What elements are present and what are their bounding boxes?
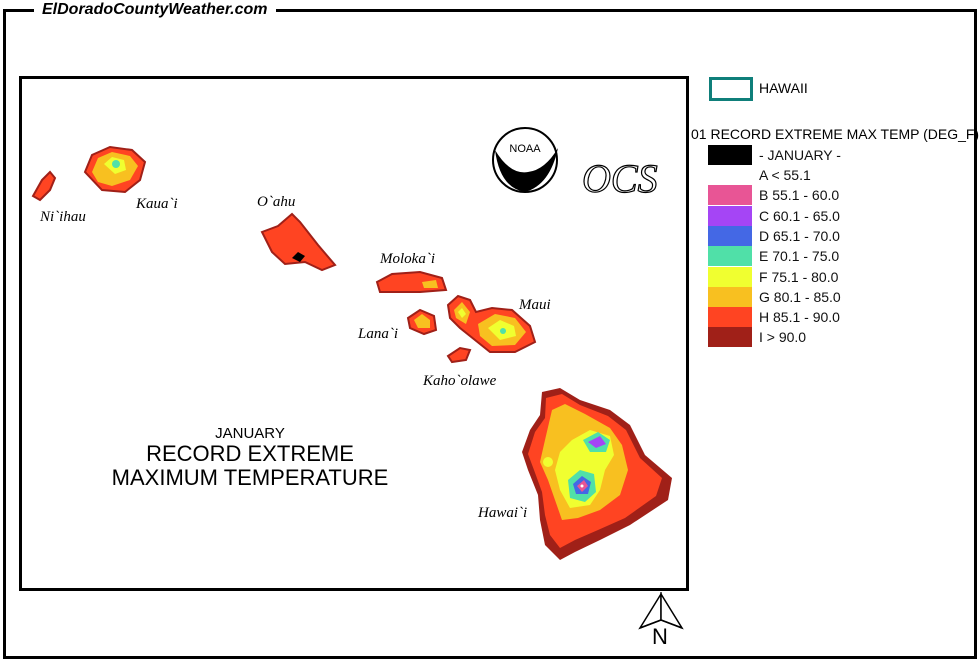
label-oahu: O`ahu	[257, 194, 296, 210]
site-name: ElDoradoCountyWeather.com	[34, 1, 276, 19]
state-label: HAWAII	[759, 80, 808, 96]
label-molokai: Moloka`i	[380, 251, 435, 267]
legend-label: B 55.1 - 60.0	[759, 187, 840, 204]
month-label: - JANUARY -	[759, 147, 841, 163]
noaa-logo: NOAA	[492, 127, 558, 193]
legend-label: C 60.1 - 65.0	[759, 207, 840, 224]
label-lanai: Lana`i	[358, 326, 399, 342]
legend-swatch	[708, 307, 752, 328]
ocs-logo: OCS	[581, 155, 658, 201]
north-label: N	[652, 624, 668, 649]
island-niihau	[31, 170, 57, 202]
label-kauai: Kaua`i	[136, 196, 178, 212]
island-maui	[446, 294, 537, 353]
label-niihau: Ni`ihau	[40, 209, 86, 225]
legend-class-4: E 70.1 - 75.0	[708, 246, 978, 267]
island-lanai	[406, 308, 438, 336]
label-kahoolawe: Kaho`olawe	[423, 373, 497, 389]
legend-swatch	[708, 246, 752, 267]
island-molokai	[375, 270, 448, 293]
legend-label: E 70.1 - 75.0	[759, 248, 840, 265]
label-hawaii: Hawai`i	[478, 505, 528, 521]
north-arrow-icon	[638, 591, 684, 630]
legend-swatch	[708, 286, 752, 307]
svg-text:NOAA: NOAA	[509, 143, 541, 155]
legend-month: - JANUARY -	[708, 145, 978, 165]
legend-label: G 80.1 - 85.0	[759, 288, 841, 305]
legend-swatch	[708, 185, 752, 206]
island-kauai	[83, 145, 147, 194]
legend-class-8: I > 90.0	[708, 327, 978, 348]
legend-label: A < 55.1	[759, 167, 811, 183]
legend-label: I > 90.0	[759, 329, 807, 346]
legend-class-6: G 80.1 - 85.0	[708, 286, 978, 307]
legend-swatch	[708, 205, 752, 226]
map-title-month: JANUARY	[215, 425, 285, 442]
legend-class-2: C 60.1 - 65.0	[708, 205, 978, 226]
hawaii-map: NOAA OCS	[31, 127, 672, 560]
legend-title: 01 RECORD EXTREME MAX TEMP (DEG_F)	[691, 126, 980, 142]
legend-class-7: H 85.1 - 90.0	[708, 307, 978, 328]
north-arrow: N	[636, 591, 686, 652]
island-hawaii	[522, 388, 672, 560]
legend-swatch	[708, 165, 752, 185]
legend-class-3: D 65.1 - 70.0	[708, 225, 978, 246]
map-panel: NOAA OCS Ni`ihau Kaua`i O`ahu Moloka`i L…	[19, 76, 689, 591]
legend-label: H 85.1 - 90.0	[759, 309, 840, 326]
island-kahoolawe	[446, 346, 472, 364]
legend-swatch	[708, 225, 752, 246]
label-maui: Maui	[519, 297, 551, 313]
state-outline-swatch	[709, 77, 753, 101]
legend-label: F 75.1 - 80.0	[759, 268, 839, 285]
legend-swatch	[708, 266, 752, 287]
legend-class-0: A < 55.1	[708, 165, 978, 185]
svg-text:OCS: OCS	[582, 156, 658, 201]
map-title-line1: RECORD EXTREME	[146, 441, 354, 466]
island-oahu	[260, 212, 337, 272]
legend-swatch	[708, 327, 752, 348]
map-title-line2: MAXIMUM TEMPERATURE	[111, 465, 389, 490]
legend-class-1: B 55.1 - 60.0	[708, 185, 978, 206]
month-swatch	[708, 145, 752, 165]
legend-class-5: F 75.1 - 80.0	[708, 266, 978, 287]
legend-label: D 65.1 - 70.0	[759, 227, 840, 244]
